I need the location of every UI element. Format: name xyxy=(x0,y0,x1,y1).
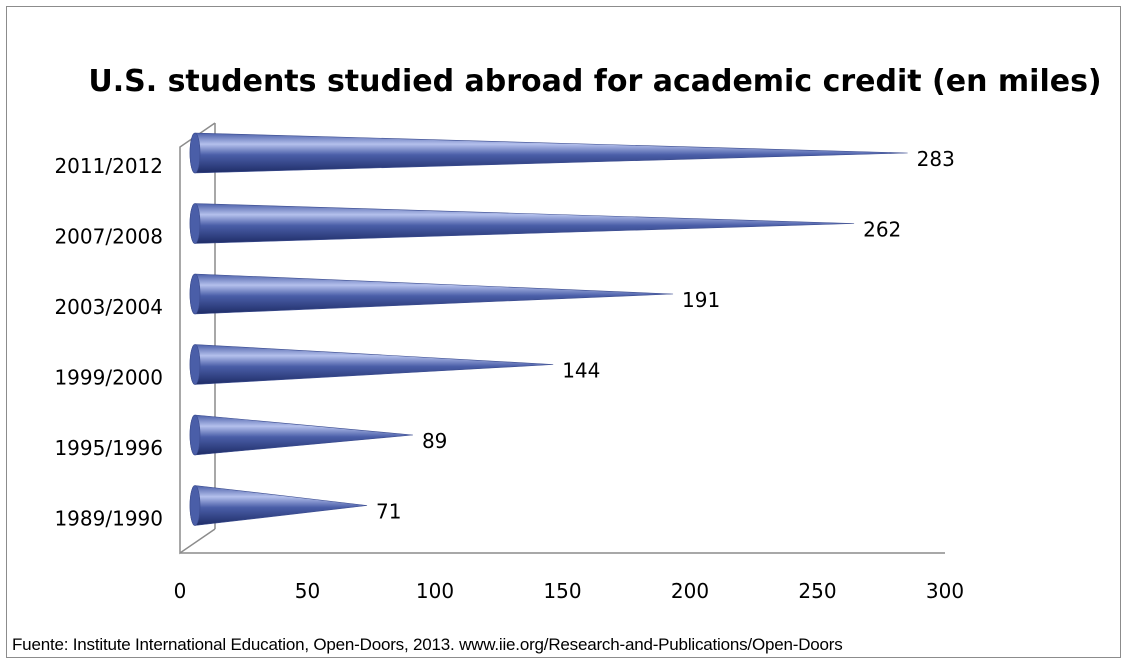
x-tick-label: 200 xyxy=(671,579,709,603)
bar-1989/1990 xyxy=(189,485,368,526)
x-tick-label: 150 xyxy=(543,579,581,603)
data-labels: 283 262 191 144 89 71 xyxy=(376,147,955,524)
category-labels: 2011/2012 2007/2008 2003/2004 1999/2000 1995… xyxy=(54,154,163,531)
category-label: 1999/2000 xyxy=(54,366,163,390)
category-label: 2007/2008 xyxy=(54,225,163,249)
x-tick-label: 0 xyxy=(174,579,187,603)
bar-2003/2004 xyxy=(189,273,674,315)
bar-1999/2000 xyxy=(189,344,554,385)
source-note: Fuente: Institute International Educatio… xyxy=(12,635,843,654)
category-label: 2003/2004 xyxy=(54,295,163,319)
x-tick-label: 300 xyxy=(926,579,964,603)
data-label: 144 xyxy=(562,359,600,383)
bar-2011/2012 xyxy=(189,132,908,174)
data-label: 89 xyxy=(422,429,447,453)
x-tick-label: 100 xyxy=(416,579,454,603)
chart-title: U.S. students studied abroad for academi… xyxy=(88,64,1101,99)
axes xyxy=(179,122,945,555)
bar-base-2011/2012 xyxy=(189,132,201,174)
category-label: 1989/1990 xyxy=(54,507,163,531)
category-label: 2011/2012 xyxy=(54,154,163,178)
bar-base-1999/2000 xyxy=(189,344,201,385)
bar-2007/2008 xyxy=(189,203,855,244)
data-label: 262 xyxy=(863,218,901,242)
bar-base-1995/1996 xyxy=(189,414,201,456)
bar-chart: U.S. students studied abroad for academi… xyxy=(54,64,1101,603)
bar-base-2003/2004 xyxy=(189,273,201,315)
data-label: 283 xyxy=(917,147,955,171)
bar-base-2007/2008 xyxy=(189,203,201,244)
data-label: 191 xyxy=(682,288,720,312)
chart-frame xyxy=(6,6,1121,658)
bar-base-1989/1990 xyxy=(189,485,201,526)
bars xyxy=(189,132,908,526)
x-tick-label: 250 xyxy=(798,579,836,603)
x-tick-labels: 0 50 100 150 200 250 300 xyxy=(174,579,964,603)
category-label: 1995/1996 xyxy=(54,436,163,460)
bar-1995/1996 xyxy=(189,414,413,456)
x-tick-label: 50 xyxy=(295,579,320,603)
data-label: 71 xyxy=(376,500,401,524)
